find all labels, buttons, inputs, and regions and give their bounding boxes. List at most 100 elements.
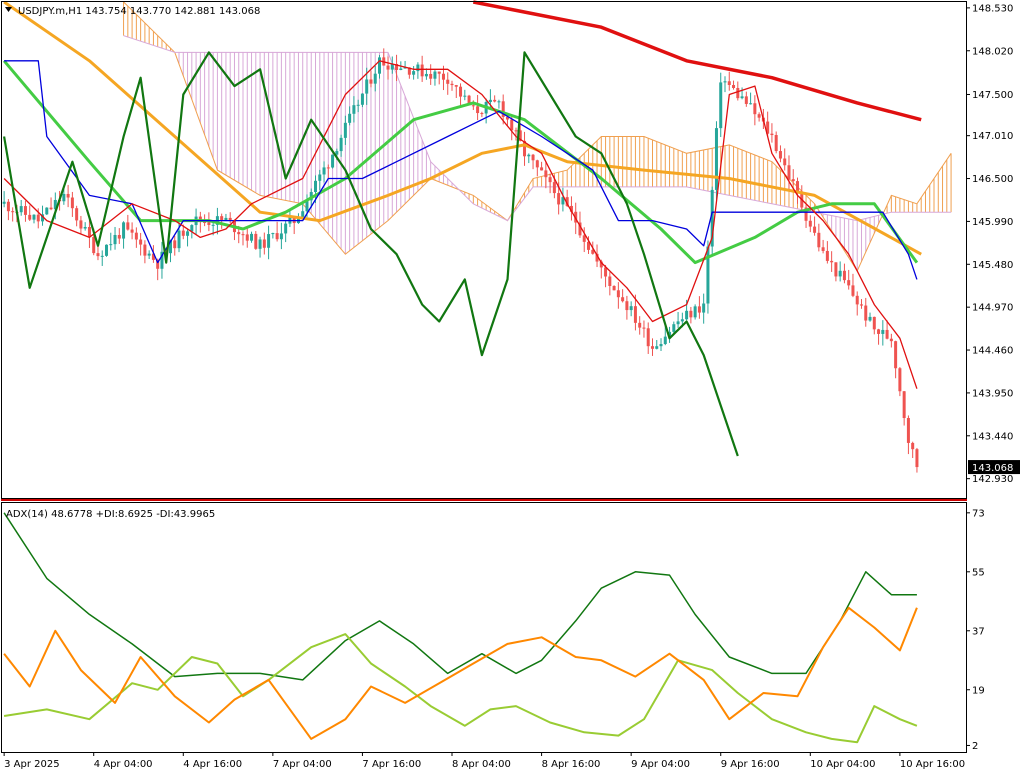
candle-body: [407, 67, 411, 75]
candle-body: [783, 158, 787, 166]
candle-body: [186, 231, 190, 236]
adx-tick-label: 37: [972, 626, 985, 637]
candle-body: [109, 244, 113, 246]
candle-body: [228, 217, 232, 221]
price-tick-label: 145.480: [972, 260, 1013, 271]
price-tick-label: 143.440: [972, 431, 1013, 442]
candle-body: [322, 167, 326, 175]
candle-body: [659, 344, 663, 347]
candle-body: [326, 167, 330, 169]
candle-body: [271, 233, 275, 235]
candle-body: [616, 290, 620, 298]
candle-body: [510, 119, 514, 131]
candle-body: [113, 234, 117, 245]
candle-body: [433, 71, 437, 79]
candle-body: [83, 226, 87, 229]
candle-body: [796, 181, 800, 193]
adx-tick-label: 2: [972, 741, 978, 752]
candle-body: [548, 177, 552, 183]
candle-body: [531, 154, 535, 161]
candle-body: [207, 222, 211, 225]
candle-body: [544, 170, 548, 178]
candle-body: [416, 64, 420, 72]
candle-body: [859, 304, 863, 306]
ma-mid-line: [3, 0, 922, 256]
candle-body: [493, 99, 497, 102]
candle-body: [62, 193, 66, 202]
indicator-header: ADX(14) 48.6778 +DI:8.6925 -DI:43.9965: [6, 509, 215, 520]
candle-body: [804, 207, 808, 221]
candle-body: [254, 233, 258, 249]
candle-body: [459, 86, 463, 97]
candle-body: [672, 324, 676, 332]
price-tick-label: 148.020: [972, 46, 1013, 57]
candle-body: [727, 81, 731, 85]
candle-body: [139, 239, 143, 245]
candle-body: [134, 232, 138, 240]
candle-body: [454, 85, 458, 87]
candle-body: [497, 101, 501, 103]
candle-body: [787, 165, 791, 180]
candle-body: [514, 130, 518, 132]
candle-body: [668, 331, 672, 337]
candle-body: [245, 234, 249, 241]
candle-body: [241, 234, 245, 236]
candle-body: [390, 63, 394, 70]
candle-body: [638, 322, 642, 328]
candle-body: [894, 341, 898, 369]
candle-body: [156, 259, 160, 269]
candle-body: [505, 116, 509, 120]
candle-body: [676, 321, 680, 325]
candle-body: [343, 122, 347, 138]
candle-body: [561, 197, 565, 205]
price-tick-label: 143.950: [972, 388, 1013, 399]
candle-body: [130, 229, 134, 233]
candle-body: [28, 214, 32, 220]
adx-line: [3, 512, 917, 681]
price-tag-label: 143.068: [972, 463, 1013, 474]
candle-body: [864, 305, 868, 321]
candle-body: [314, 180, 318, 193]
time-tick-label: 4 Apr 16:00: [183, 759, 242, 770]
collapse-triangle-icon[interactable]: [5, 7, 12, 12]
candle-body: [19, 206, 23, 213]
candle-body: [723, 81, 727, 83]
candle-body: [868, 316, 872, 321]
candle-body: [753, 103, 757, 115]
ma-slow-line: [472, 0, 922, 122]
candle-body: [369, 79, 373, 84]
candle-body: [714, 128, 718, 190]
price-tick-label: 144.970: [972, 303, 1013, 314]
candle-body: [488, 99, 492, 102]
price-tick-label: 146.500: [972, 174, 1013, 185]
price-tick-label: 145.990: [972, 217, 1013, 228]
time-tick-label: 8 Apr 16:00: [542, 759, 601, 770]
candle-body: [527, 154, 531, 157]
candle-body: [808, 220, 812, 227]
candle-body: [885, 329, 889, 339]
candle-body: [399, 68, 403, 70]
candle-body: [680, 319, 684, 322]
candle-body: [706, 246, 710, 304]
candle-body: [604, 267, 608, 277]
candle-body: [476, 106, 480, 114]
candle-body: [211, 224, 215, 226]
time-tick-label: 7 Apr 04:00: [273, 759, 332, 770]
candle-body: [437, 71, 441, 74]
candle-body: [284, 223, 288, 234]
adx-tick-label: 19: [972, 685, 985, 696]
candle-body: [834, 262, 838, 277]
candle-body: [689, 310, 693, 318]
candle-body: [412, 71, 416, 75]
candle-body: [642, 327, 646, 329]
candle-body: [11, 211, 15, 213]
candle-body: [301, 211, 305, 217]
candle-body: [501, 101, 505, 117]
candle-body: [267, 234, 271, 248]
candle-body: [749, 103, 753, 105]
main-pane-frame: [1, 1, 967, 499]
candle-body: [386, 65, 390, 70]
candle-body: [250, 233, 254, 241]
candle-body: [463, 95, 467, 97]
candle-body: [220, 216, 224, 221]
